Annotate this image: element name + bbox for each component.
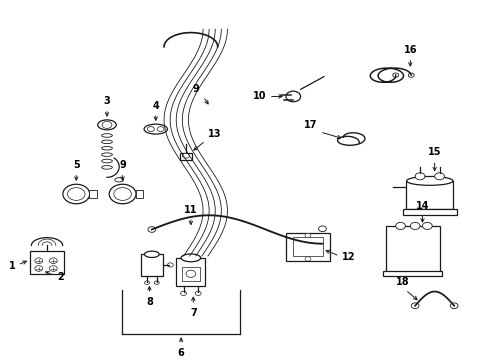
Text: 11: 11	[184, 204, 197, 215]
Ellipse shape	[144, 251, 159, 257]
Circle shape	[157, 127, 163, 132]
Bar	[141, 254, 162, 276]
Circle shape	[409, 222, 419, 229]
Ellipse shape	[102, 140, 112, 144]
Bar	[383, 271, 441, 276]
Circle shape	[49, 266, 57, 271]
Text: 5: 5	[73, 160, 80, 170]
Circle shape	[49, 258, 57, 264]
Circle shape	[114, 188, 131, 201]
Bar	[182, 267, 199, 281]
Ellipse shape	[102, 147, 112, 150]
Bar	[402, 209, 456, 215]
Circle shape	[410, 303, 418, 309]
Circle shape	[154, 281, 159, 284]
Ellipse shape	[98, 120, 116, 130]
Ellipse shape	[406, 176, 452, 185]
Text: 10: 10	[252, 91, 266, 102]
Text: 2: 2	[57, 272, 63, 282]
Bar	[385, 226, 439, 272]
Ellipse shape	[63, 184, 89, 204]
Text: 13: 13	[207, 129, 221, 139]
Circle shape	[35, 266, 42, 271]
Circle shape	[305, 257, 310, 261]
Bar	[30, 251, 64, 274]
Circle shape	[35, 258, 42, 264]
Circle shape	[305, 233, 310, 238]
Text: 8: 8	[146, 297, 153, 307]
Text: 6: 6	[177, 348, 184, 357]
Text: 9: 9	[192, 84, 199, 94]
Circle shape	[318, 226, 326, 231]
Text: 1: 1	[9, 261, 15, 271]
Circle shape	[195, 291, 201, 296]
Bar	[285, 233, 329, 261]
Circle shape	[180, 291, 186, 296]
Bar	[293, 237, 322, 256]
Text: 4: 4	[152, 101, 159, 111]
Circle shape	[414, 173, 424, 180]
Ellipse shape	[102, 153, 112, 156]
Circle shape	[147, 127, 154, 132]
Circle shape	[449, 303, 457, 309]
Text: 3: 3	[103, 96, 110, 107]
Bar	[89, 190, 97, 198]
Circle shape	[182, 153, 189, 158]
Circle shape	[434, 173, 444, 180]
Text: 12: 12	[341, 252, 355, 262]
Circle shape	[422, 222, 431, 229]
Ellipse shape	[102, 134, 112, 137]
Circle shape	[67, 188, 85, 201]
Text: 9: 9	[119, 160, 126, 170]
Text: 7: 7	[189, 307, 196, 318]
Bar	[136, 190, 143, 198]
Bar	[176, 258, 205, 286]
Ellipse shape	[144, 124, 167, 134]
Text: 18: 18	[395, 277, 409, 287]
Circle shape	[148, 227, 156, 232]
Ellipse shape	[109, 184, 136, 204]
Circle shape	[395, 222, 405, 229]
Circle shape	[407, 73, 413, 77]
Text: 15: 15	[427, 148, 441, 157]
Circle shape	[185, 270, 195, 277]
Text: 14: 14	[415, 201, 428, 211]
Ellipse shape	[181, 254, 200, 262]
Text: 17: 17	[304, 120, 317, 130]
Ellipse shape	[102, 166, 112, 169]
Bar	[180, 153, 191, 160]
Bar	[406, 181, 452, 209]
Ellipse shape	[115, 178, 123, 182]
Text: 16: 16	[403, 45, 416, 55]
Circle shape	[167, 263, 173, 267]
Circle shape	[285, 91, 300, 102]
Circle shape	[102, 121, 112, 129]
Circle shape	[144, 281, 149, 284]
Ellipse shape	[102, 159, 112, 163]
Circle shape	[392, 73, 398, 77]
